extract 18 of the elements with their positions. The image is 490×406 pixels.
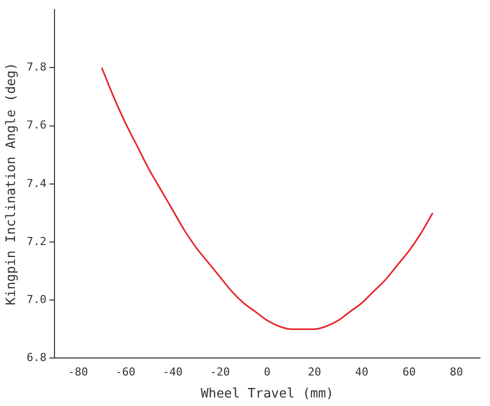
x-tick-label: 0 — [264, 366, 271, 379]
x-tick-label: -80 — [68, 366, 88, 379]
y-tick-label: 7.0 — [26, 292, 46, 306]
x-tick-label: -40 — [162, 366, 183, 379]
x-tick-label: 80 — [450, 366, 463, 379]
x-tick-label: -20 — [210, 366, 230, 379]
y-tick-label: 7.6 — [26, 118, 46, 132]
y-tick-label: 7.2 — [26, 234, 46, 248]
x-tick-label: -60 — [115, 366, 136, 379]
y-axis-title: Kingpin Inclination Angle (deg) — [4, 62, 20, 306]
x-tick-label: 20 — [308, 366, 322, 379]
x-tick-label: 60 — [402, 366, 416, 379]
y-tick-label: 7.4 — [26, 176, 47, 190]
y-tick-label: 7.8 — [26, 60, 46, 74]
line-series — [100, 66, 434, 330]
x-axis-title: Wheel Travel (mm) — [200, 386, 334, 402]
y-tick-label: 6.8 — [26, 351, 46, 364]
x-tick-label: 40 — [355, 366, 368, 379]
